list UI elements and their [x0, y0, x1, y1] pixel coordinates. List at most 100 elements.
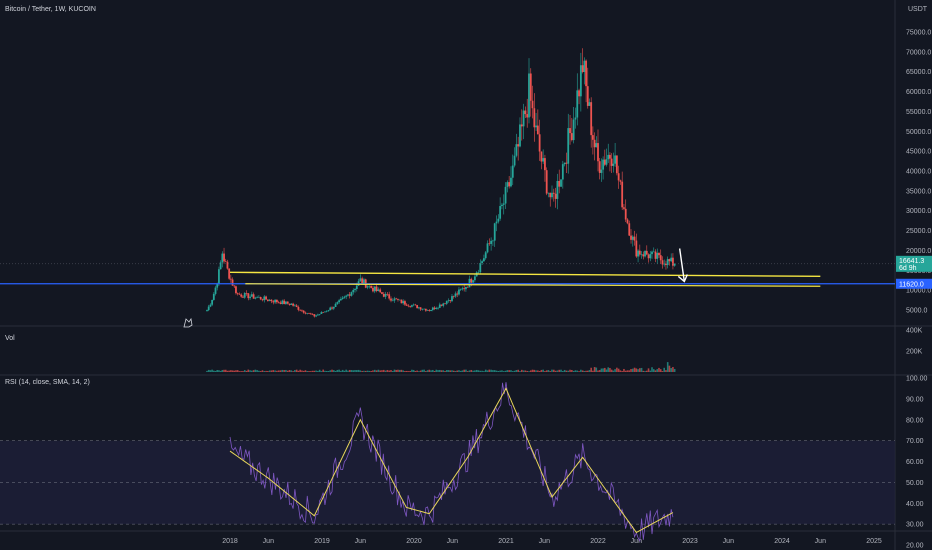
volume-bar: [598, 370, 601, 372]
volume-bar: [649, 370, 652, 372]
candle-body: [468, 278, 471, 288]
candle-body: [304, 312, 307, 314]
volume-bar: [283, 370, 285, 372]
candle-body: [373, 286, 376, 292]
candle-body: [569, 128, 571, 134]
candle-body: [670, 257, 673, 262]
volume-bar: [315, 370, 317, 372]
candle-body: [638, 250, 641, 255]
candle-body: [447, 300, 450, 302]
volume-bar: [228, 370, 230, 372]
volume-bar: [619, 370, 622, 372]
candle-body: [438, 304, 441, 308]
volume-bar: [331, 369, 333, 372]
current-price-text: 16641.3: [899, 258, 924, 265]
time-axis-label: Jun: [355, 538, 366, 545]
candle-body: [322, 312, 325, 313]
candle-body: [238, 293, 241, 295]
down-arrow[interactable]: [678, 248, 686, 282]
candle-body: [459, 289, 462, 290]
volume-bar: [377, 369, 380, 372]
volume-bar: [218, 370, 220, 372]
candle-body: [409, 305, 412, 307]
volume-bar: [524, 370, 527, 372]
candle-body: [350, 292, 353, 296]
volume-bar: [580, 369, 582, 372]
trendline-upper[interactable]: [229, 271, 821, 278]
volume-bar: [605, 369, 608, 372]
candle-body: [442, 303, 445, 306]
volume-bar: [242, 371, 244, 372]
candle-body: [502, 203, 505, 205]
candle-body: [411, 305, 413, 307]
volume-bar: [437, 370, 439, 372]
price-axis-label: 20000.0: [906, 248, 931, 255]
candle-body: [393, 298, 396, 301]
volume-bar: [402, 370, 404, 372]
volume-bar: [219, 370, 222, 372]
candle-body: [416, 305, 419, 309]
candle-body: [658, 252, 660, 256]
volume-bar: [545, 370, 548, 372]
candle-body: [423, 308, 426, 310]
candle-body: [567, 128, 570, 164]
candle-body: [501, 204, 503, 207]
volume-bar: [375, 370, 378, 372]
volume-bar: [472, 370, 474, 372]
time-axis-label: Jun: [815, 538, 826, 545]
price-axis-label: 45000.0: [906, 149, 931, 156]
volume-bar: [425, 371, 427, 372]
candle-body: [250, 294, 253, 297]
candle-body: [645, 250, 648, 255]
candle-body: [493, 223, 496, 241]
volume-bar: [211, 369, 213, 372]
volume-bar: [631, 368, 634, 372]
candle-body: [327, 310, 330, 312]
candle-body: [224, 261, 227, 262]
candle-body: [610, 158, 613, 166]
drawings[interactable]: [0, 248, 895, 328]
candle-body: [528, 73, 530, 118]
candle-body: [603, 159, 606, 165]
candle-body: [266, 299, 269, 301]
volume-bar: [301, 370, 303, 372]
candle-body: [254, 297, 257, 299]
volume-bar: [363, 370, 365, 372]
candle-body: [628, 223, 631, 236]
volume-bar: [542, 369, 544, 372]
candle-body: [504, 186, 507, 204]
candle-body: [347, 294, 349, 296]
volume-bar: [364, 370, 367, 372]
candle-body: [263, 296, 266, 301]
volume-bar: [426, 370, 429, 372]
volume-bar: [311, 370, 314, 372]
volume-bar: [361, 370, 363, 372]
candle-body: [598, 161, 601, 173]
volume-bar: [231, 370, 234, 372]
volume-bar: [350, 370, 353, 372]
volume-bar: [616, 367, 618, 372]
volume-bar: [499, 370, 501, 372]
candle-body: [295, 305, 298, 308]
candle-body: [325, 311, 328, 312]
volume-bar: [409, 370, 411, 372]
volume-bar: [623, 368, 625, 372]
candle-body: [600, 169, 603, 173]
time-axis-label: Jun: [447, 538, 458, 545]
volume-bar: [610, 369, 613, 372]
volume-bar: [213, 370, 215, 372]
volume-bar: [617, 368, 620, 372]
rsi-ma-line: [229, 387, 674, 534]
volume-bar: [324, 370, 326, 372]
price-axis-label: 10000.0: [906, 288, 931, 295]
candle-body: [488, 243, 491, 244]
candle-body: [421, 309, 424, 310]
trendline-lower[interactable]: [245, 283, 821, 287]
volume-bar: [458, 370, 460, 372]
volume-bar: [327, 371, 330, 372]
candle-body: [259, 296, 262, 300]
volume-bar: [430, 370, 432, 372]
volume-bar: [411, 369, 413, 372]
rsi-axis-label: 70.00: [906, 438, 924, 445]
